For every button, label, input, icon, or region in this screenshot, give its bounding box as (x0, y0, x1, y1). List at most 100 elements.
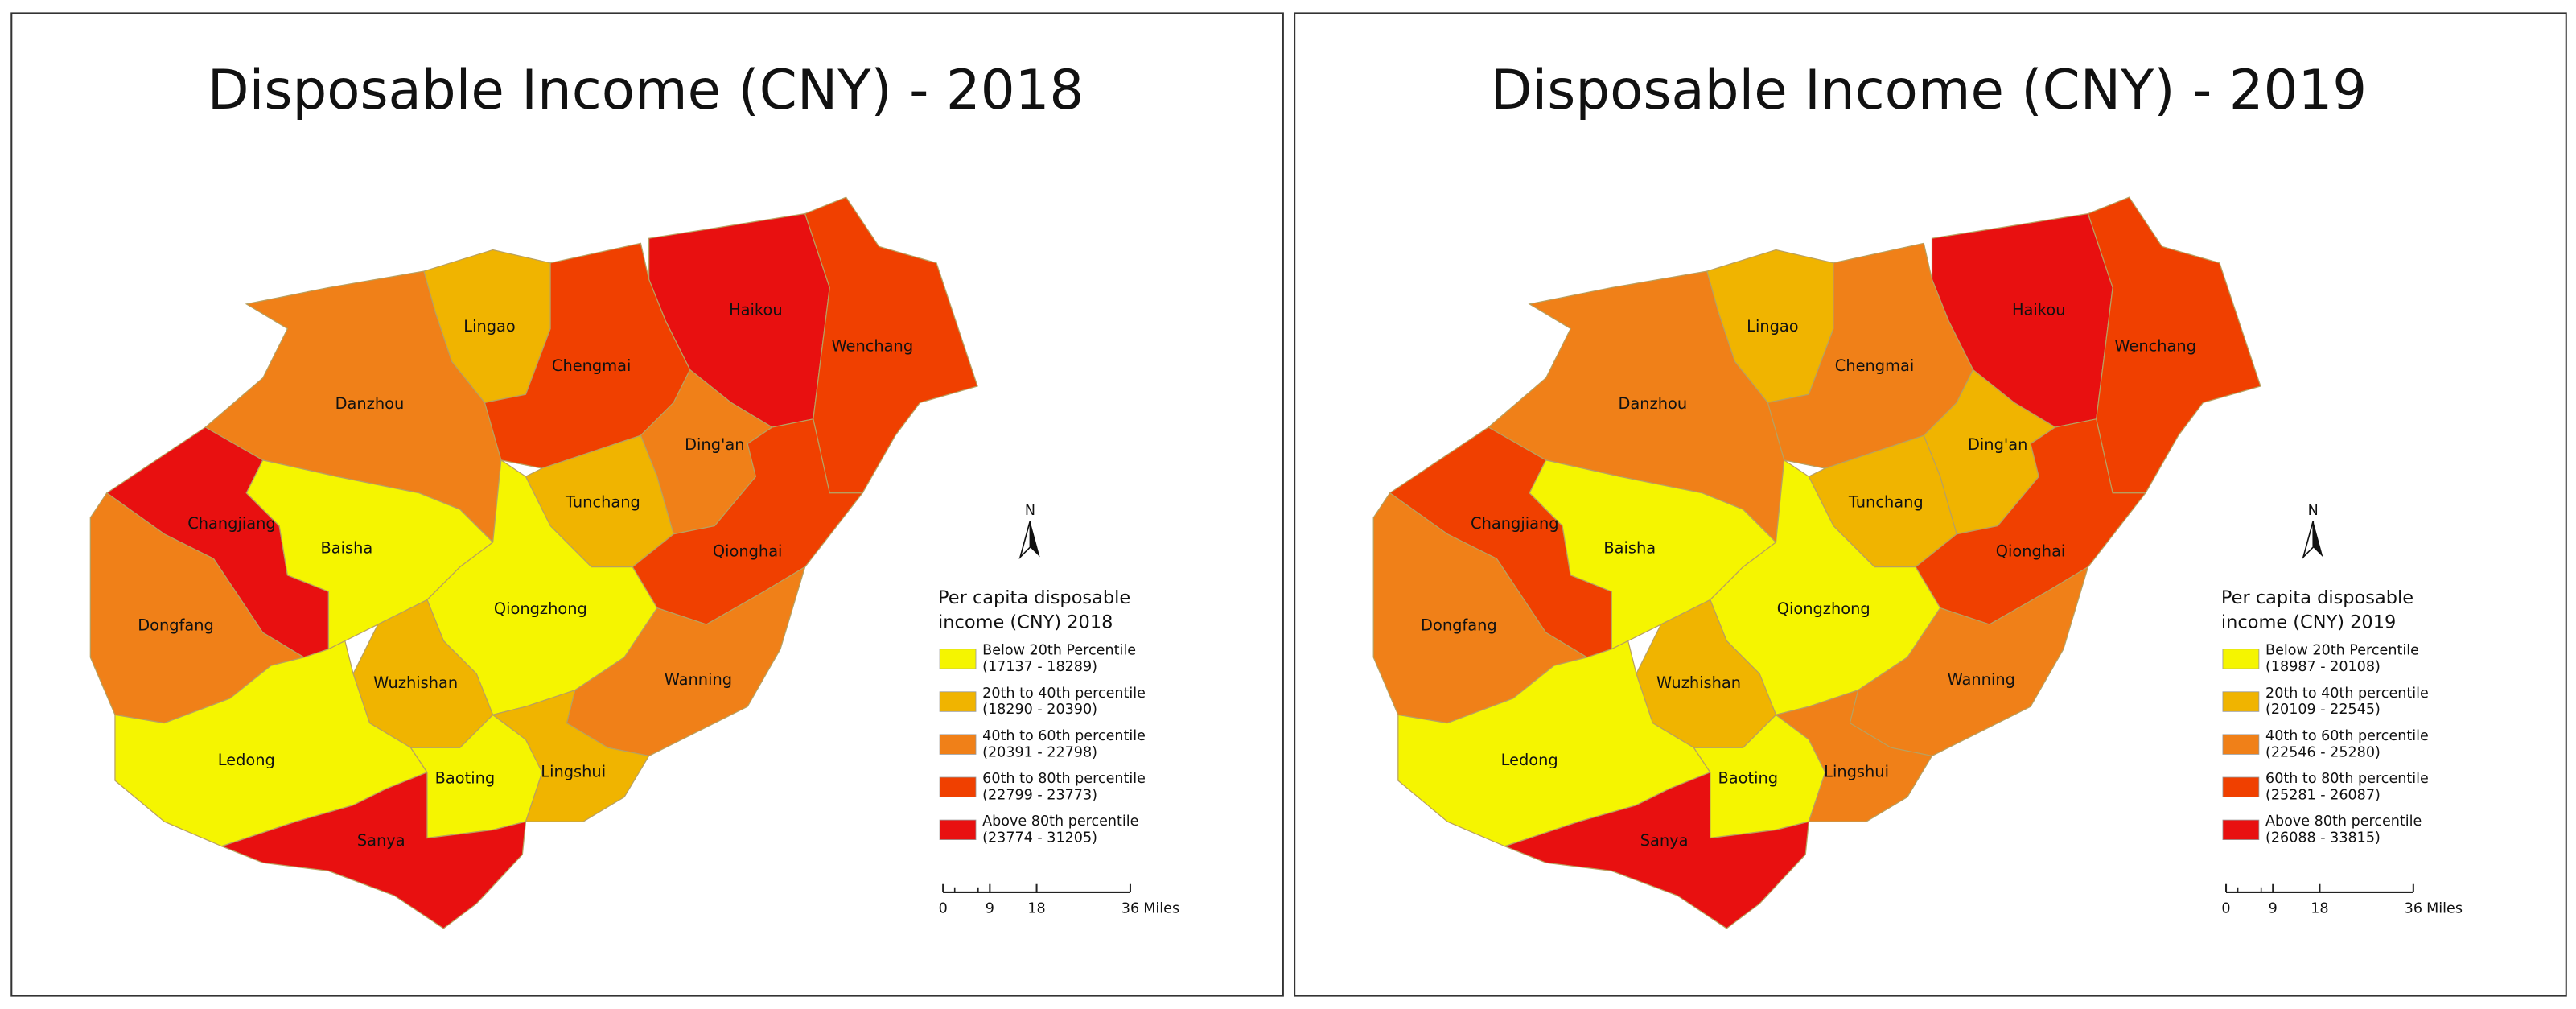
region (2087, 196, 2261, 494)
legend-label: Above 80th percentile (982, 813, 1138, 830)
legend-range: (18290 - 20390) (982, 702, 1097, 718)
region-label: Lingshui (1824, 762, 1889, 780)
region-label: Haikou (729, 301, 783, 319)
region-label: Qiongzhong (1777, 599, 1870, 618)
scale-unit: Miles (2426, 900, 2463, 916)
region-label: Wanning (1948, 670, 2015, 689)
region-label: Lingao (1747, 317, 1798, 336)
legend-range: (22799 - 23773) (982, 787, 1097, 803)
legend-swatch (2222, 819, 2260, 840)
region-label: Wuzhishan (1656, 673, 1741, 692)
region-label: Baisha (320, 539, 372, 558)
north-arrow (2302, 521, 2315, 560)
region-label: Tunchang (565, 492, 640, 511)
region-label: Baoting (1718, 769, 1778, 788)
legend-label: Below 20th Percentile (982, 643, 1136, 659)
legend-swatch (939, 649, 977, 669)
scale-tick-label: 36 (1121, 900, 1139, 916)
legend-swatch (2222, 776, 2260, 797)
legend-label: Above 80th percentile (2265, 813, 2422, 830)
scale-tick-label: 18 (2311, 900, 2328, 916)
legend-range: (18987 - 20108) (2265, 659, 2381, 675)
region-label: Ding'an (685, 435, 744, 454)
region-label: Chengmai (1835, 356, 1914, 375)
region-label: Wuzhishan (373, 673, 458, 692)
region-label: Wanning (665, 670, 732, 689)
region-label: Dongfang (138, 616, 214, 635)
legend-title: Per capita disposable (938, 587, 1130, 608)
legend-range: (17137 - 18289) (982, 659, 1097, 675)
region-label: Qionghai (713, 542, 783, 561)
region (114, 640, 428, 847)
scale-tick-label: 36 (2405, 900, 2422, 916)
legend-swatch (2222, 691, 2260, 712)
region-label: Ledong (218, 751, 275, 769)
panel-frame (1294, 12, 2567, 997)
scale-tick-label: 0 (2221, 900, 2230, 916)
region (220, 771, 527, 929)
region (1503, 771, 1810, 929)
region-label: Tunchang (1848, 492, 1924, 511)
region (492, 689, 650, 822)
legend-swatch (2222, 734, 2260, 755)
region-label: Danzhou (335, 394, 405, 413)
north-arrow (1030, 521, 1040, 558)
region (1397, 640, 1711, 847)
map-title: Disposable Income (CNY) - 2018 (208, 58, 1084, 121)
region-label: Danzhou (1619, 394, 1688, 413)
region-label: Sanya (357, 831, 405, 850)
region-label: Lingshui (541, 762, 606, 780)
region-label: Changjiang (187, 514, 275, 533)
region-label: Sanya (1640, 831, 1689, 850)
legend-range: (26088 - 33815) (2265, 830, 2381, 846)
region-label: Baoting (435, 769, 496, 788)
region-label: Wenchang (2114, 336, 2196, 355)
legend-range: (20391 - 22798) (982, 744, 1097, 760)
legend-range: (22546 - 25280) (2265, 744, 2381, 760)
legend-swatch (939, 691, 977, 712)
scale-tick-label: 18 (1027, 900, 1045, 916)
region-label: Baisha (1603, 539, 1656, 558)
region-label: Lingao (463, 317, 515, 336)
legend-swatch (939, 819, 977, 840)
legend-range: (23774 - 31205) (982, 830, 1097, 846)
scale-unit: Miles (1143, 900, 1179, 916)
legend-swatch (2222, 649, 2260, 669)
legend-swatch (939, 776, 977, 797)
legend-label: 20th to 40th percentile (982, 686, 1146, 702)
north-label: N (2308, 503, 2319, 519)
scale-tick-label: 9 (986, 900, 994, 916)
region-label: Ledong (1501, 751, 1558, 769)
legend-label: Below 20th Percentile (2265, 643, 2419, 659)
map-title: Disposable Income (CNY) - 2019 (1491, 58, 2368, 121)
legend-title: income (CNY) 2019 (2221, 612, 2396, 633)
region-label: Haikou (2012, 301, 2066, 319)
legend-range: (25281 - 26087) (2265, 787, 2381, 803)
north-arrow (1018, 521, 1031, 560)
legend-label: 40th to 60th percentile (982, 728, 1146, 744)
legend-label: 60th to 80th percentile (982, 771, 1146, 787)
legend-title: Per capita disposable (2221, 587, 2413, 608)
legend-label: 40th to 60th percentile (2265, 728, 2429, 744)
region-label: Qiongzhong (494, 599, 587, 618)
legend-swatch (939, 734, 977, 755)
map-panel: Disposable Income (CNY) - 2018 Haikou Wenc… (10, 12, 1284, 997)
legend-label: 20th to 40th percentile (2265, 686, 2429, 702)
legend-range: (20109 - 22545) (2265, 702, 2381, 718)
map-panel: Disposable Income (CNY) - 2019 Haikou Wenc… (1294, 12, 2567, 997)
scale-tick-label: 0 (939, 900, 948, 916)
legend-label: 60th to 80th percentile (2265, 771, 2429, 787)
region-label: Changjiang (1471, 514, 1558, 533)
region-label: Chengmai (552, 356, 631, 375)
scale-tick-label: 9 (2269, 900, 2278, 916)
region-label: Ding'an (1968, 435, 2027, 454)
region (804, 196, 978, 494)
region-label: Wenchang (832, 336, 914, 355)
north-label: N (1025, 503, 1035, 519)
region-label: Dongfang (1421, 616, 1497, 635)
legend-title: income (CNY) 2018 (938, 612, 1113, 633)
panel-frame (10, 12, 1284, 997)
region (1775, 689, 1933, 822)
